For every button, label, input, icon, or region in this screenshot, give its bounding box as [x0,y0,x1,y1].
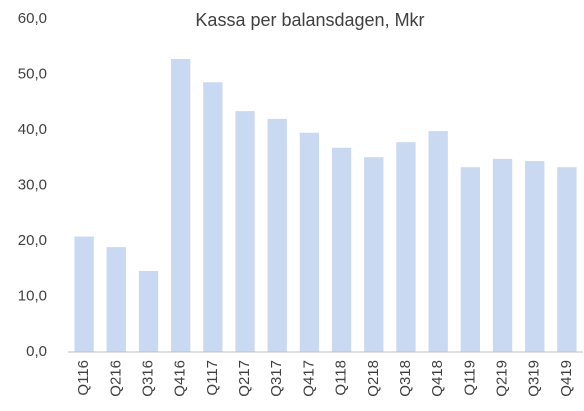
x-tick-label: Q317 [268,360,285,397]
x-tick-label: Q416 [172,360,189,397]
bar [428,131,448,352]
bar [396,142,416,352]
y-tick-label: 40,0 [18,121,47,138]
bar [492,158,513,352]
bar [74,236,94,352]
bar [235,111,255,352]
y-tick-label: 0,0 [26,343,47,360]
x-tick-label: Q118 [333,360,350,396]
bar [557,167,577,352]
bar [267,118,287,353]
x-tick-label: Q419 [558,360,575,397]
bar [106,247,126,352]
chart-title: Kassa per balansdagen, Mkr [195,10,424,30]
y-tick-label: 30,0 [18,176,47,193]
y-tick-label: 60,0 [18,10,47,27]
bar [138,270,159,352]
bar [171,58,191,353]
x-tick-label: Q417 [300,360,317,397]
y-tick-label: 20,0 [18,232,47,249]
bar [299,132,320,352]
bar [331,147,352,352]
x-tick-label: Q119 [461,360,478,396]
bar [203,82,223,353]
x-tick-label: Q218 [365,360,382,397]
x-tick-label: Q116 [75,360,92,396]
x-tick-label: Q316 [139,360,156,397]
bar [364,157,384,352]
x-tick-label: Q117 [204,360,221,396]
x-tick-label: Q319 [526,360,543,397]
bar [525,161,545,352]
x-tick-label: Q418 [429,360,446,397]
x-tick-label: Q219 [494,360,511,397]
y-tick-label: 10,0 [18,287,47,304]
x-tick-label: Q216 [107,360,124,397]
x-tick-label: Q318 [397,360,414,397]
bar [460,167,480,352]
y-tick-label: 50,0 [18,65,47,82]
x-tick-label: Q217 [236,360,253,397]
